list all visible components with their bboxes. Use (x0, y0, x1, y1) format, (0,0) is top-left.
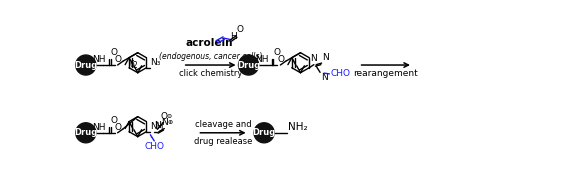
Text: cleavage and: cleavage and (195, 120, 251, 129)
Circle shape (239, 55, 259, 75)
Text: N: N (323, 53, 329, 62)
Text: N₃: N₃ (150, 58, 161, 67)
Text: N: N (154, 121, 160, 130)
Circle shape (76, 123, 96, 143)
Text: O: O (236, 25, 243, 34)
Text: N: N (161, 118, 168, 127)
Text: O: O (277, 55, 284, 64)
Text: H: H (231, 32, 237, 41)
Text: O: O (273, 48, 281, 57)
Text: O: O (110, 48, 118, 57)
Text: NH: NH (150, 122, 164, 131)
Text: 6: 6 (130, 60, 135, 69)
Text: rearangement: rearangement (354, 69, 418, 78)
Text: CHO: CHO (144, 143, 164, 151)
Text: O: O (114, 55, 121, 64)
Text: CHO: CHO (330, 69, 350, 78)
Text: O: O (110, 116, 118, 125)
Circle shape (76, 55, 96, 75)
Text: O: O (160, 112, 167, 121)
Text: ⊕: ⊕ (167, 120, 172, 125)
Text: NH: NH (92, 123, 106, 132)
Text: click chemistry: click chemistry (179, 69, 242, 78)
Text: ⊖: ⊖ (167, 114, 172, 119)
Text: (endogenous, cancer cells): (endogenous, cancer cells) (159, 52, 262, 61)
Circle shape (254, 123, 274, 143)
Text: Drug: Drug (74, 128, 97, 137)
Text: ··: ·· (150, 134, 154, 143)
Text: NH₂: NH₂ (288, 122, 308, 132)
Text: N: N (310, 54, 317, 63)
Text: drug realease: drug realease (194, 137, 252, 146)
Text: NH: NH (255, 55, 269, 64)
Text: NH: NH (92, 55, 106, 64)
Text: O: O (114, 123, 121, 132)
Text: N: N (321, 73, 328, 82)
Text: Drug: Drug (237, 60, 260, 70)
Text: 2: 2 (132, 61, 137, 70)
Text: acrolein: acrolein (185, 38, 233, 48)
Text: Drug: Drug (252, 128, 275, 137)
Text: Drug: Drug (74, 60, 97, 70)
